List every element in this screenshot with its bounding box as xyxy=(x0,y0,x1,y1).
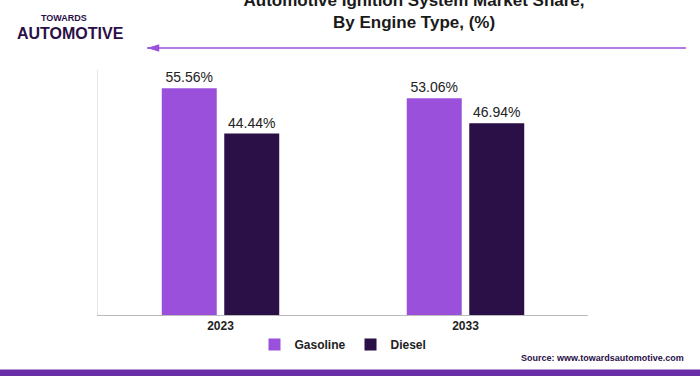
svg-text:Diesel: Diesel xyxy=(391,338,426,352)
svg-text:Automotive Ignition System Mar: Automotive Ignition System Market Share,… xyxy=(244,0,585,32)
svg-text:55.56%: 55.56% xyxy=(166,69,213,85)
svg-text:Source: www.towardsautomotive.: Source: www.towardsautomotive.com xyxy=(521,353,684,363)
svg-text:2023: 2023 xyxy=(207,319,234,333)
svg-text:AUTOMOTIVE: AUTOMOTIVE xyxy=(17,25,124,42)
svg-text:2033: 2033 xyxy=(452,319,479,333)
svg-text:46.94%: 46.94% xyxy=(473,104,520,120)
svg-text:44.44%: 44.44% xyxy=(228,115,275,131)
svg-text:53.06%: 53.06% xyxy=(411,79,458,95)
svg-text:Gasoline: Gasoline xyxy=(295,338,346,352)
svg-text:TOWARDS: TOWARDS xyxy=(41,13,87,23)
